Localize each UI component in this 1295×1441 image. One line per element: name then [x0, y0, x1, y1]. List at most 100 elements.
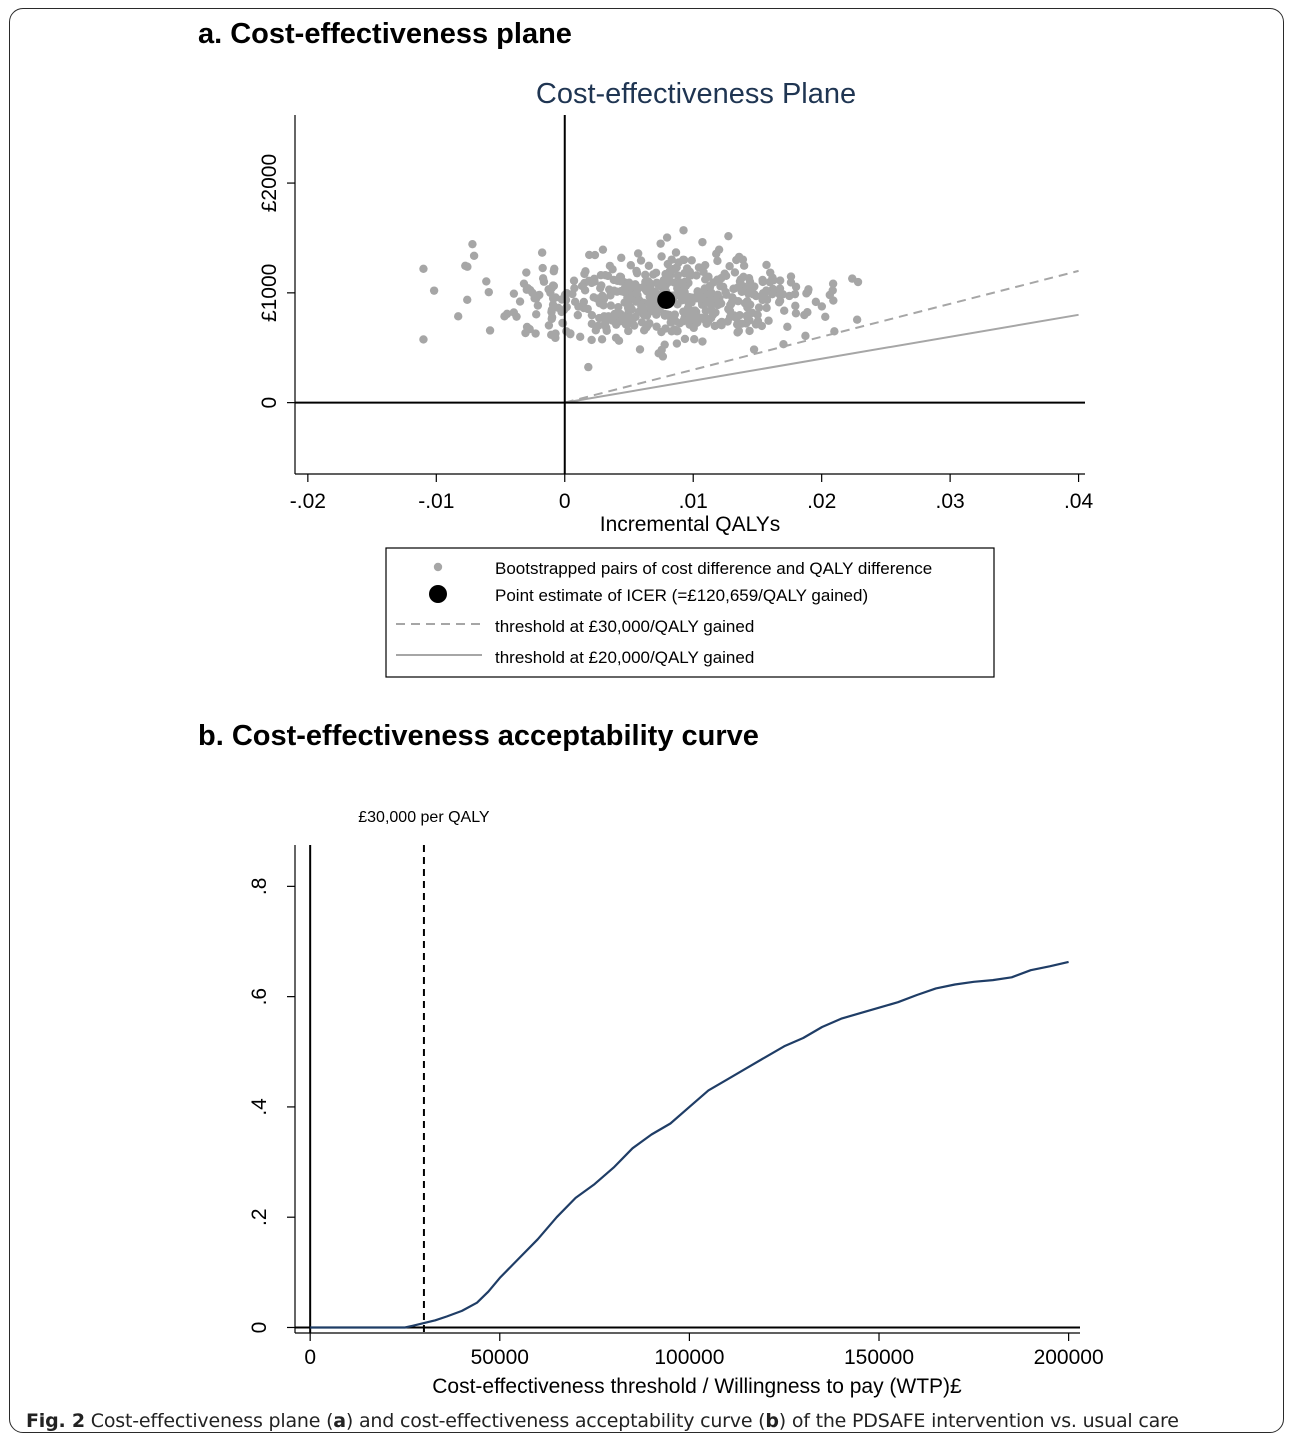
- bootstrap-point: [680, 334, 690, 344]
- bootstrap-point: [687, 256, 696, 265]
- bootstrap-point: [701, 313, 710, 322]
- bootstrap-point: [672, 339, 682, 348]
- bootstrap-point: [673, 271, 682, 280]
- bootstrap-point: [725, 312, 735, 322]
- bootstrap-point: [636, 256, 646, 265]
- x-tick-label: .02: [807, 490, 836, 513]
- bootstrap-point: [454, 312, 463, 321]
- bootstrap-point: [774, 298, 784, 307]
- bootstrap-point: [713, 290, 722, 299]
- bootstrap-point: [775, 276, 785, 285]
- bootstrap-point: [532, 310, 541, 319]
- bootstrap-point: [678, 279, 687, 289]
- bootstrap-point: [525, 324, 534, 334]
- bootstrap-point: [525, 285, 535, 295]
- bootstrap-point: [581, 267, 590, 276]
- bootstrap-point: [733, 296, 743, 306]
- bootstrap-point: [547, 330, 556, 340]
- bootstrap-point: [713, 300, 723, 310]
- bootstrap-point: [547, 307, 556, 317]
- bootstrap-point: [461, 261, 470, 271]
- bootstrap-point: [620, 312, 630, 321]
- bootstrap-point: [790, 289, 800, 299]
- bootstrap-point: [664, 271, 673, 281]
- bootstrap-point: [674, 287, 683, 297]
- bootstrap-point: [601, 270, 610, 280]
- bootstrap-point: [726, 299, 736, 309]
- bootstrap-point: [546, 288, 555, 297]
- bootstrap-point: [829, 296, 838, 305]
- bootstrap-point: [687, 298, 696, 307]
- bootstrap-point: [672, 326, 681, 336]
- x-tick-label: 0: [559, 490, 571, 513]
- bootstrap-point: [609, 286, 619, 295]
- legend-label: threshold at £30,000/QALY gained: [495, 617, 754, 636]
- caption-panel-b: b: [765, 1410, 779, 1432]
- bootstrap-point: [848, 274, 857, 283]
- bootstrap-point: [718, 282, 728, 292]
- bootstrap-point: [745, 316, 754, 325]
- bootstrap-point: [707, 288, 716, 297]
- x-tick-label: 100000: [654, 1346, 724, 1369]
- bootstrap-point: [463, 295, 472, 304]
- x-tick-label: 50000: [471, 1346, 529, 1369]
- x-tick-label: -.02: [290, 490, 326, 513]
- bootstrap-point: [744, 289, 753, 298]
- y-tick-label: 0: [258, 397, 281, 409]
- bootstrap-point: [689, 323, 698, 333]
- bootstrap-point: [713, 256, 722, 266]
- bootstrap-point: [730, 268, 740, 277]
- bootstrap-point: [817, 302, 827, 311]
- bootstrap-point: [566, 329, 575, 339]
- bootstrap-point: [635, 345, 645, 354]
- bootstrap-point: [710, 321, 720, 331]
- bootstrap-point: [626, 261, 636, 270]
- bootstrap-point: [780, 306, 789, 315]
- bootstrap-point: [610, 309, 619, 319]
- caption-panel-a: a: [333, 1410, 346, 1432]
- bootstrap-point: [569, 276, 579, 285]
- bootstrap-point: [682, 264, 692, 273]
- bootstrap-point: [753, 310, 762, 320]
- bootstrap-point: [707, 305, 717, 315]
- bootstrap-point: [605, 261, 615, 271]
- bootstrap-point: [652, 322, 661, 331]
- bootstrap-point: [584, 362, 593, 372]
- bootstrap-point: [469, 251, 479, 261]
- plane-title: Cost-effectiveness Plane: [536, 78, 856, 110]
- bootstrap-point: [786, 272, 796, 281]
- bootstrap-point: [606, 301, 616, 310]
- bootstrap-point: [621, 320, 631, 329]
- bootstrap-point: [673, 300, 682, 309]
- x-axis-title: Incremental QALYs: [600, 513, 781, 536]
- bootstrap-point: [783, 322, 792, 331]
- x-tick-label: .01: [679, 490, 708, 513]
- x-axis-title: Cost-effectiveness threshold / Willingne…: [432, 1375, 962, 1398]
- bootstrap-point: [631, 312, 640, 322]
- bootstrap-point: [737, 319, 746, 328]
- threshold-line: [564, 269, 1079, 404]
- bootstrap-point: [537, 248, 547, 257]
- bootstrap-point: [652, 306, 661, 315]
- panel-b-heading: b. Cost-effectiveness acceptability curv…: [198, 720, 759, 752]
- bootstrap-point: [733, 283, 743, 292]
- bootstrap-point: [522, 268, 531, 277]
- legend-label: threshold at £20,000/QALY gained: [495, 648, 754, 667]
- bootstrap-point: [679, 226, 688, 235]
- y-tick-label: .6: [248, 988, 271, 1006]
- bootstrap-point: [549, 281, 559, 291]
- bootstrap-point: [758, 277, 767, 287]
- bootstrap-point: [631, 280, 640, 289]
- bootstrap-point: [598, 245, 608, 254]
- bootstrap-point: [643, 277, 653, 286]
- legend: Bootstrapped pairs of cost difference an…: [385, 547, 995, 678]
- bootstrap-point: [614, 303, 623, 312]
- cost-effectiveness-plane-chart: Cost-effectiveness Plane -.02 -.01 0 .01 .02.…: [258, 78, 1093, 678]
- bootstrap-point: [663, 259, 673, 269]
- bootstrap-point: [672, 263, 681, 272]
- bootstrap-point: [623, 303, 633, 313]
- bootstrap-point: [654, 349, 663, 358]
- bootstrap-point: [601, 318, 610, 327]
- bootstrap-point: [725, 261, 734, 271]
- bootstrap-point: [779, 339, 788, 349]
